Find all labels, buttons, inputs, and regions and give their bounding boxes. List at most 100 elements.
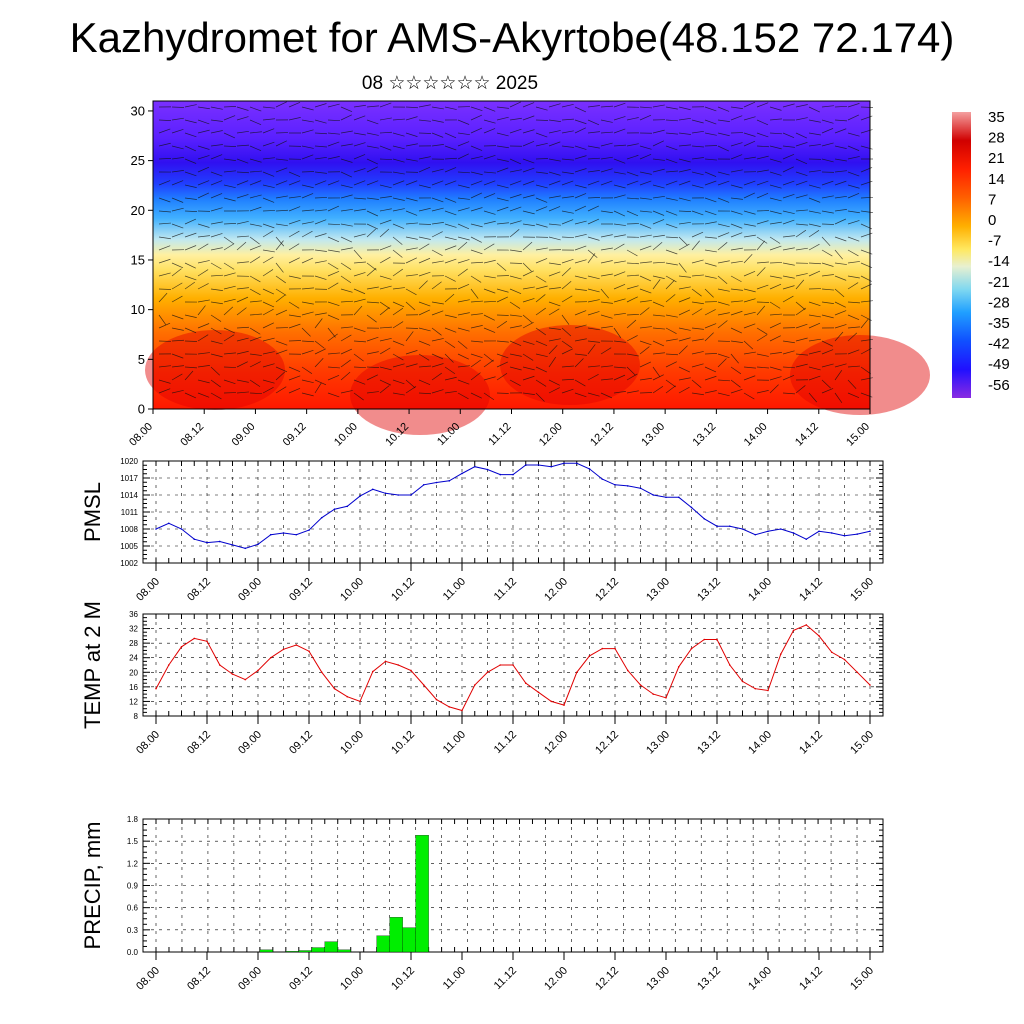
data-point bbox=[295, 644, 298, 646]
wind-barb bbox=[769, 352, 782, 355]
x-tick-label: 15.00 bbox=[848, 729, 876, 757]
wind-barb bbox=[808, 184, 821, 189]
wind-barb bbox=[314, 348, 326, 355]
data-point bbox=[779, 528, 782, 530]
wind-barb bbox=[626, 249, 638, 257]
wind-barb bbox=[457, 379, 470, 385]
data-point bbox=[320, 671, 323, 674]
wind-barb bbox=[769, 171, 782, 176]
x-tick-label: 10.00 bbox=[338, 576, 366, 604]
precip-bar bbox=[298, 950, 312, 953]
wind-barb bbox=[379, 131, 392, 134]
wind-barb bbox=[353, 298, 366, 303]
wind-barb bbox=[769, 197, 782, 202]
wind-barb bbox=[587, 344, 596, 355]
wind-barb bbox=[587, 299, 600, 303]
x-tick-label: 14.12 bbox=[797, 576, 825, 604]
wind-barb bbox=[340, 247, 353, 251]
wind-barb bbox=[366, 180, 379, 186]
wind-barb bbox=[535, 106, 548, 111]
wind-barb bbox=[197, 235, 210, 238]
wind-barb bbox=[600, 347, 612, 355]
wind-barb bbox=[262, 197, 275, 203]
wind-barb bbox=[353, 327, 366, 332]
wind-barb bbox=[821, 301, 834, 304]
wind-barb bbox=[665, 262, 678, 266]
wind-barb bbox=[665, 158, 678, 164]
wind-barb bbox=[457, 392, 469, 400]
wind-barb bbox=[821, 195, 834, 199]
x-tick-label: 08.12 bbox=[185, 729, 213, 757]
wind-barb bbox=[743, 288, 756, 293]
wind-barb bbox=[821, 379, 832, 389]
wind-barb bbox=[197, 223, 210, 228]
wind-barb bbox=[847, 249, 859, 257]
wind-barb bbox=[418, 243, 430, 251]
data-point bbox=[575, 462, 578, 465]
wind-barb bbox=[223, 236, 235, 245]
wind-barb bbox=[561, 145, 574, 148]
wind-barb bbox=[457, 241, 468, 251]
wind-barb bbox=[730, 232, 743, 238]
wind-barb bbox=[743, 210, 756, 215]
wind-barb bbox=[236, 337, 249, 342]
wind-barb bbox=[613, 210, 626, 217]
wind-barb bbox=[626, 366, 636, 376]
wind-barb bbox=[327, 333, 338, 342]
wind-barb bbox=[652, 366, 661, 378]
wind-barb bbox=[522, 167, 535, 173]
x-tick-label: 10.00 bbox=[338, 965, 366, 993]
wind-barb bbox=[288, 275, 301, 279]
wind-barb bbox=[366, 105, 379, 108]
wind-barb bbox=[496, 262, 507, 272]
wind-barb bbox=[548, 119, 561, 122]
wind-barb bbox=[821, 288, 834, 291]
wind-barb bbox=[444, 314, 457, 318]
wind-barb bbox=[678, 262, 687, 273]
wind-barb bbox=[470, 340, 483, 343]
wind-barb bbox=[418, 379, 431, 385]
wind-barb bbox=[574, 193, 587, 199]
wind-barb bbox=[288, 375, 301, 381]
precip-panel: 0.0 0.3 0.6 0.9 1.2 1.5 1.8 08.00 08.12 09.00 09.1… bbox=[80, 815, 884, 993]
wind-barb bbox=[626, 274, 639, 277]
wind-barb bbox=[431, 106, 444, 110]
data-point bbox=[677, 666, 680, 668]
wind-barb bbox=[834, 170, 847, 173]
wind-barb bbox=[782, 219, 795, 225]
wind-barb bbox=[548, 338, 561, 342]
wind-barb bbox=[678, 180, 691, 186]
y-axis-label: PRECIP, mm bbox=[80, 822, 105, 950]
data-point bbox=[741, 528, 744, 530]
wind-barb bbox=[275, 340, 288, 346]
wind-barb bbox=[197, 334, 209, 342]
wind-barb bbox=[418, 301, 431, 307]
wind-barb bbox=[301, 171, 315, 173]
wind-barb bbox=[262, 141, 275, 147]
wind-barb bbox=[249, 275, 261, 283]
wind-barb bbox=[327, 374, 340, 381]
wind-barb bbox=[821, 128, 834, 134]
wind-barb bbox=[340, 348, 353, 355]
wind-barb bbox=[652, 184, 665, 189]
wind-barb bbox=[327, 282, 339, 290]
wind-barb bbox=[639, 340, 652, 346]
wind-barb bbox=[431, 180, 444, 186]
colorbar-label: -14 bbox=[988, 253, 1010, 270]
wind-barb bbox=[834, 369, 843, 381]
wind-barb bbox=[314, 340, 325, 349]
wind-barb bbox=[769, 322, 782, 329]
wind-barb bbox=[379, 385, 390, 394]
wind-barb bbox=[600, 247, 613, 251]
wind-barb bbox=[691, 130, 704, 134]
wind-barb bbox=[405, 143, 418, 147]
wind-barb bbox=[353, 132, 366, 136]
wind-barb bbox=[769, 184, 782, 189]
series bbox=[155, 624, 871, 712]
wind-barb bbox=[665, 275, 677, 283]
wind-barb bbox=[730, 223, 743, 229]
wind-barb bbox=[405, 106, 418, 109]
wind-barb bbox=[730, 115, 743, 121]
data-point bbox=[461, 472, 463, 475]
data-point bbox=[410, 669, 412, 672]
